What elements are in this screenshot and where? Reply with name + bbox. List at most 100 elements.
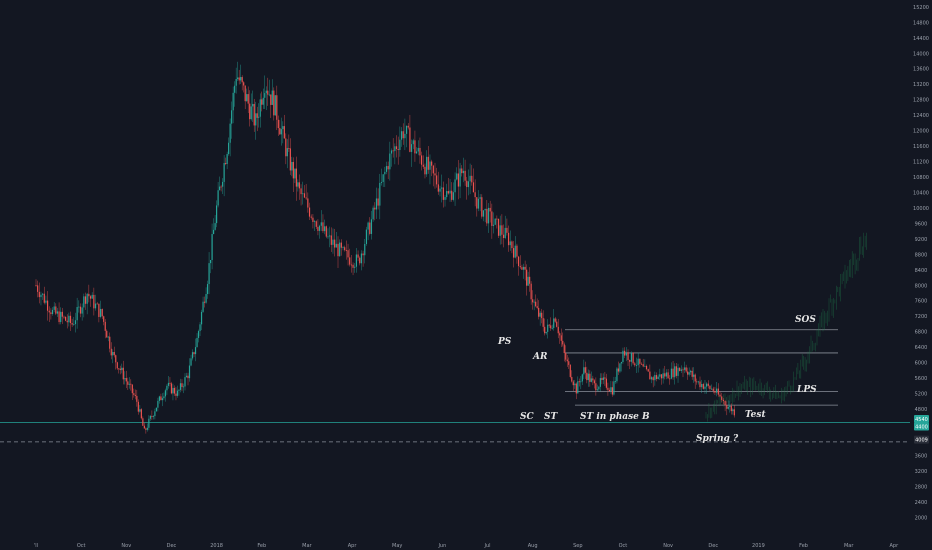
x-tick-label: 2019 xyxy=(752,543,765,549)
candle-body xyxy=(526,269,528,286)
candle-body xyxy=(497,218,500,236)
candle-body xyxy=(489,207,491,212)
y-tick-label: 6000 xyxy=(915,361,928,367)
candle-body xyxy=(710,388,713,390)
candle-body xyxy=(547,324,549,332)
candle-body xyxy=(454,179,456,193)
candle-body xyxy=(536,306,538,308)
candle-body xyxy=(578,381,580,383)
candle-body xyxy=(608,389,611,392)
candle-body xyxy=(422,164,424,167)
candle-body xyxy=(184,377,186,387)
candle-body xyxy=(158,396,161,401)
candle-body xyxy=(716,388,718,393)
candle-body xyxy=(330,235,332,245)
candle-body xyxy=(154,411,156,417)
candle-body xyxy=(225,163,227,164)
candle-body xyxy=(50,312,52,315)
candle-body xyxy=(193,352,195,355)
candle-body xyxy=(172,387,174,394)
candle-body xyxy=(595,383,597,391)
candle-body xyxy=(432,165,434,174)
candle-body xyxy=(429,161,431,170)
candle-body xyxy=(202,301,204,312)
candle-body xyxy=(544,326,546,334)
candle-body xyxy=(222,181,224,187)
candle-body xyxy=(232,92,234,111)
candle-body xyxy=(136,395,138,402)
y-tick-label: 9600 xyxy=(915,221,928,227)
candle-body xyxy=(320,222,322,226)
candle-body xyxy=(148,418,150,428)
y-tick-label: 8000 xyxy=(915,283,928,289)
candle-body xyxy=(241,77,243,83)
candle-body xyxy=(409,127,411,152)
y-tick-label: 9200 xyxy=(915,237,928,243)
candle-body xyxy=(580,381,582,383)
candle-body xyxy=(115,355,117,363)
candle-body xyxy=(237,77,239,79)
candle-body xyxy=(506,227,508,233)
candle-body xyxy=(642,364,644,367)
candle-body xyxy=(253,103,255,126)
candle-body xyxy=(434,173,436,176)
candle-body xyxy=(645,365,648,370)
candle-body xyxy=(169,382,171,384)
candle-body xyxy=(452,192,454,200)
x-tick-label: May xyxy=(392,543,402,549)
candle-body xyxy=(685,367,687,372)
x-tick-label: Mar xyxy=(302,543,312,549)
candle-body xyxy=(602,377,604,380)
candle-body xyxy=(244,85,246,102)
candle-body xyxy=(130,383,132,385)
candle-body xyxy=(84,296,87,304)
candle-body xyxy=(562,340,564,345)
candle-body xyxy=(682,369,684,371)
candle-body xyxy=(410,144,413,152)
candle-body xyxy=(417,147,419,152)
candle-body xyxy=(96,303,98,305)
candle-body xyxy=(385,166,388,172)
candle-body xyxy=(262,97,264,105)
candle-body xyxy=(89,296,92,299)
annotation-spring: Spring ? xyxy=(696,434,739,444)
candle-body xyxy=(688,372,690,375)
candle-body xyxy=(466,180,468,188)
candle-body xyxy=(267,90,269,95)
candle-body xyxy=(699,381,701,388)
candle-body xyxy=(83,296,85,308)
candle-body xyxy=(499,225,501,236)
candle-body xyxy=(482,210,485,217)
candle-body xyxy=(190,358,192,366)
x-tick-label: Nov xyxy=(121,543,131,549)
candle-body xyxy=(231,110,233,124)
candle-body xyxy=(596,389,598,391)
candle-body xyxy=(139,409,141,412)
candle-body xyxy=(362,253,364,256)
candle-body xyxy=(687,371,689,375)
candle-body xyxy=(73,324,75,325)
candle-body xyxy=(335,243,337,248)
candle-body xyxy=(554,318,556,322)
annotation-sos: SOS xyxy=(795,315,816,325)
candle-body xyxy=(264,93,266,98)
candle-body xyxy=(512,248,515,258)
candle-body xyxy=(214,223,216,230)
candle-body xyxy=(360,253,363,264)
candle-body xyxy=(223,163,225,182)
y-tick-label: 13200 xyxy=(913,82,929,88)
candle-body xyxy=(604,377,606,379)
candle-body xyxy=(212,229,215,235)
candle-body xyxy=(145,428,147,430)
candle-body xyxy=(657,376,659,380)
candle-body xyxy=(701,384,703,388)
candle-body xyxy=(693,374,695,377)
candle-body xyxy=(616,368,618,382)
candle-body xyxy=(339,242,341,257)
candle-body xyxy=(243,82,245,86)
candle-body xyxy=(593,380,595,384)
candle-body xyxy=(208,263,210,285)
candle-body xyxy=(431,161,433,166)
